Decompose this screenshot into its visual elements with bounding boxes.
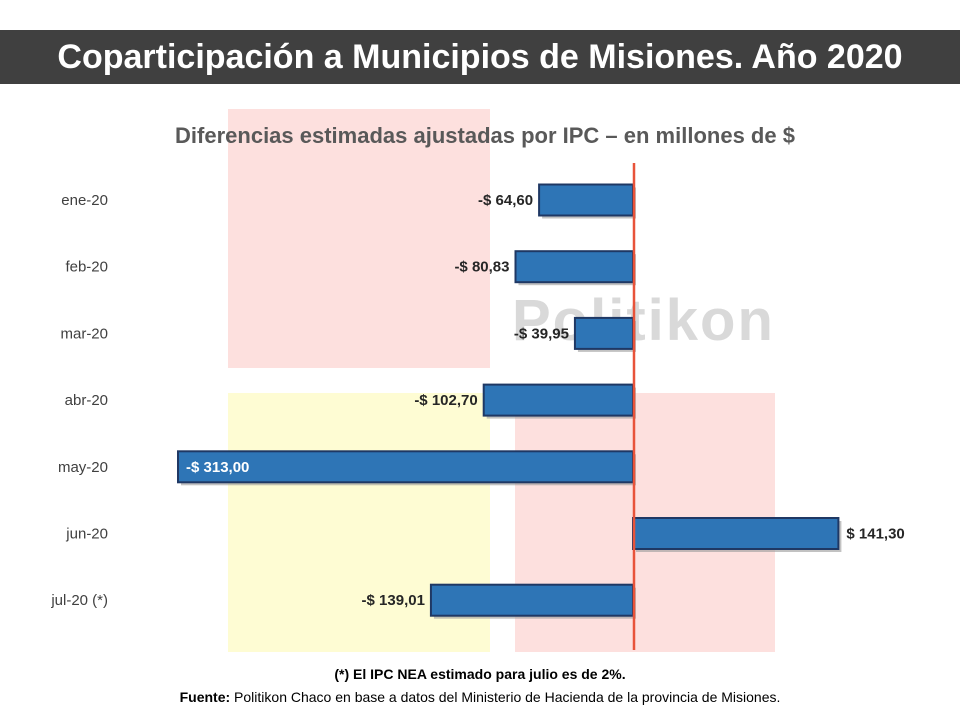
- bar-abr-20: [482, 383, 634, 417]
- bar-ene-20: [538, 183, 634, 217]
- source-text: Politikon Chaco en base a datos del Mini…: [230, 689, 781, 705]
- shade-top-left: [228, 109, 490, 368]
- data-label: -$ 80,83: [454, 259, 509, 276]
- bar-jul-20: [429, 583, 635, 617]
- category-label: jun-20: [65, 526, 108, 543]
- data-label: -$ 313,00: [186, 459, 249, 476]
- footnote: (*) El IPC NEA estimado para julio es de…: [334, 666, 626, 682]
- data-label: -$ 64,60: [478, 192, 533, 209]
- category-label: may-20: [58, 459, 108, 476]
- category-label: mar-20: [60, 325, 108, 342]
- source-label: Fuente:: [179, 689, 231, 705]
- category-label: ene-20: [61, 192, 108, 209]
- data-label: -$ 39,95: [514, 325, 569, 342]
- category-label: jul-20 (*): [50, 592, 108, 609]
- source-line: Fuente: Politikon Chaco en base a datos …: [0, 689, 960, 705]
- chart-title: Diferencias estimadas ajustadas por IPC …: [175, 123, 795, 148]
- category-label: feb-20: [65, 259, 108, 276]
- category-label: abr-20: [65, 392, 108, 409]
- bar-feb-20: [514, 250, 634, 284]
- watermark: Politikon: [512, 288, 775, 353]
- bar-mar-20: [573, 316, 634, 350]
- data-label: $ 141,30: [846, 526, 904, 543]
- page-title: Coparticipación a Municipios de Misiones…: [0, 30, 960, 84]
- data-label: -$ 139,01: [362, 592, 425, 609]
- data-label: -$ 102,70: [414, 392, 477, 409]
- bar-jun-20: [632, 517, 840, 550]
